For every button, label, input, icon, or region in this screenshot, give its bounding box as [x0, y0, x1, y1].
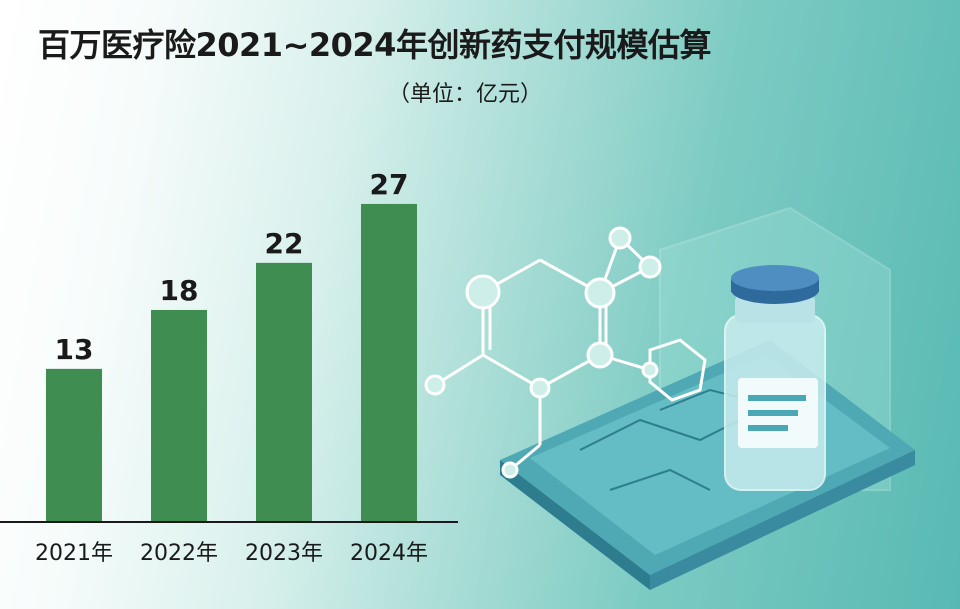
- x-tick-label-2: 2023年: [245, 541, 323, 566]
- chart-title: 百万医疗险2021~2024年创新药支付规模估算: [38, 26, 711, 64]
- bar-3: [361, 203, 417, 522]
- bar-0: [46, 368, 102, 522]
- x-tick-label-1: 2022年: [140, 541, 218, 566]
- data-label-3: 27: [370, 168, 409, 201]
- unit-label: （单位：亿元）: [388, 82, 543, 107]
- data-label-2: 22: [265, 227, 304, 260]
- x-tick-label-0: 2021年: [35, 541, 113, 566]
- bar-2: [256, 262, 312, 522]
- data-label-0: 13: [55, 333, 94, 366]
- platform-side-left: [500, 460, 650, 590]
- medicine-vial: [724, 265, 826, 491]
- x-tick-label-3: 2024年: [350, 541, 428, 566]
- molecule-atoms: [424, 226, 662, 479]
- data-label-1: 18: [160, 274, 199, 307]
- platform-side-right: [650, 450, 915, 590]
- vial-and-molecule-illustration: [424, 206, 915, 590]
- bar-1: [151, 309, 207, 522]
